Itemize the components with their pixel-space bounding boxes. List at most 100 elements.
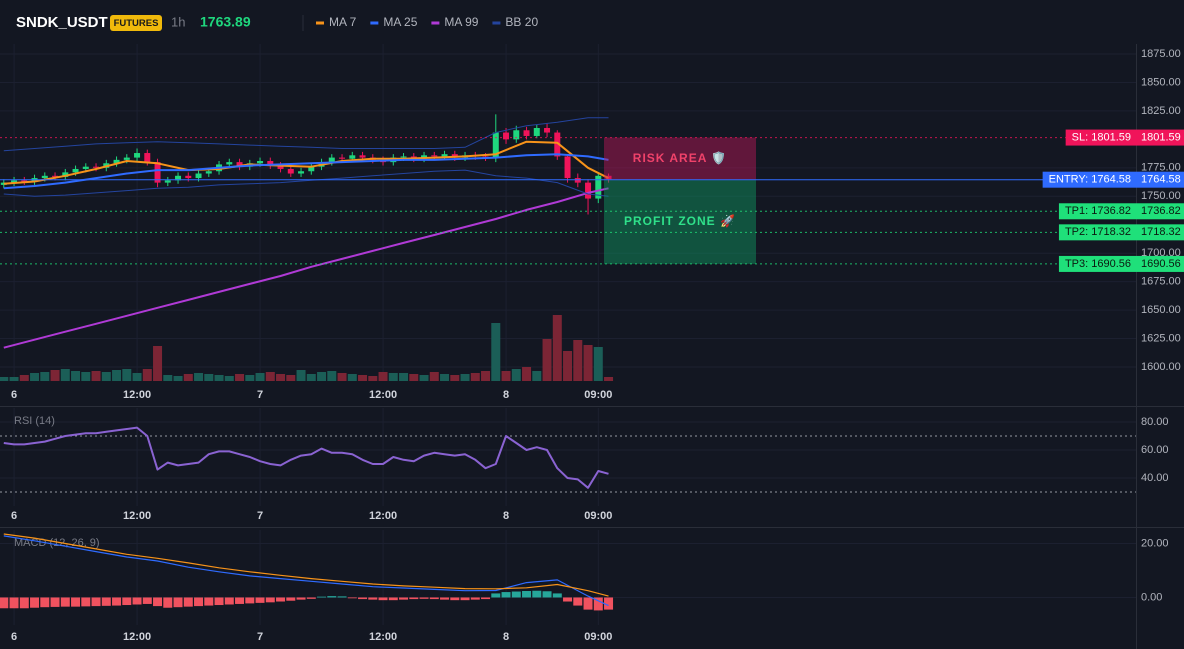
macd-histogram-bar	[60, 597, 70, 607]
volume-bar	[306, 374, 316, 381]
macd-histogram-bar	[347, 597, 357, 599]
macd-histogram-bar	[50, 597, 60, 607]
volume-bar	[296, 370, 306, 381]
macd-histogram-bar	[542, 591, 552, 598]
level-label: TP3: 1690.56	[1065, 258, 1131, 270]
level-label: SL: 1801.59	[1072, 131, 1131, 143]
y-tick-label: 1625.00	[1141, 332, 1181, 344]
macd-histogram-bar	[378, 597, 388, 601]
candle-body	[82, 166, 89, 169]
macd-histogram-bar	[194, 597, 204, 607]
candle-body	[154, 162, 161, 183]
macd-histogram-bar	[522, 590, 532, 598]
ma-line	[3, 153, 609, 190]
level-label-bg	[1058, 224, 1137, 241]
candle-body	[205, 171, 212, 174]
macd-histogram-bar	[19, 597, 29, 609]
y-tick-label: 1850.00	[1141, 76, 1181, 88]
volume-bar	[358, 375, 368, 381]
candle-body	[564, 156, 571, 179]
symbol: SNDK_USDT	[16, 14, 108, 31]
volume-bar	[327, 371, 337, 381]
candle-body	[93, 166, 100, 168]
x-tick-label: 09:00	[584, 510, 612, 522]
candle-body	[574, 178, 581, 183]
macd-histogram-bar	[501, 592, 511, 598]
volume-bar	[368, 376, 378, 381]
level-label: TP1: 1736.82	[1065, 205, 1131, 217]
volume-bar	[173, 376, 183, 381]
macd-histogram-bar	[30, 597, 40, 608]
legend-label: MA 7	[329, 15, 357, 29]
axis-value-bg	[1137, 171, 1184, 188]
volume-bar	[224, 376, 234, 381]
macd-histogram-bar	[81, 597, 91, 607]
candle-body	[226, 162, 233, 165]
candle-body	[277, 165, 284, 169]
volume-bar	[71, 371, 81, 381]
level-label: ENTRY: 1764.58	[1049, 174, 1131, 186]
volume-bar	[491, 323, 501, 381]
volume-bar	[563, 351, 573, 381]
macd-histogram-bar	[163, 597, 173, 608]
volume-bar	[142, 369, 152, 381]
y-tick-label: 1750.00	[1141, 190, 1181, 202]
candle-body	[544, 127, 551, 133]
candle-body	[257, 160, 264, 164]
axis-value-label: 1690.56	[1141, 258, 1181, 270]
y-tick-label: 1875.00	[1141, 48, 1181, 60]
x-tick-label: 12:00	[369, 389, 397, 401]
macd-histogram-bar	[368, 597, 378, 600]
interval: 1h	[171, 14, 185, 29]
badge-bg	[110, 15, 162, 31]
last-price: 1763.89	[200, 14, 251, 30]
volume-bar	[204, 374, 214, 381]
candle-body	[41, 175, 48, 179]
volume-bar	[0, 377, 9, 381]
macd-histogram-bar	[593, 597, 603, 611]
macd-histogram-bar	[450, 597, 460, 601]
x-tick-label: 6	[11, 389, 17, 401]
macd-histogram-bar	[286, 597, 296, 601]
y-tick-label: 1675.00	[1141, 276, 1181, 288]
volume-bar	[122, 369, 132, 381]
macd-histogram-bar	[71, 597, 81, 607]
zone	[604, 137, 756, 180]
candle-body	[72, 168, 79, 173]
y-tick-label: 1825.00	[1141, 105, 1181, 117]
x-tick-label: 8	[503, 510, 509, 522]
axis-value-label: 1718.32	[1141, 226, 1181, 238]
macd-histogram-bar	[255, 597, 265, 603]
volume-bar	[265, 372, 275, 381]
macd-histogram-bar	[481, 597, 491, 600]
volume-bar	[440, 374, 450, 381]
legend-label: MA 25	[383, 15, 417, 29]
macd-histogram-bar	[9, 597, 19, 609]
macd-histogram-bar	[532, 590, 542, 598]
macd-histogram-bar	[388, 597, 398, 601]
volume-bar	[593, 347, 603, 381]
macd-histogram-bar	[460, 597, 470, 601]
panel-title: RSI (14)	[14, 415, 55, 427]
candle-body	[308, 166, 315, 172]
macd-histogram-bar	[122, 597, 132, 606]
macd-line	[3, 535, 609, 607]
y-tick-label: 0.00	[1141, 591, 1162, 603]
macd-histogram-bar	[0, 597, 9, 609]
x-tick-label: 6	[11, 631, 17, 643]
level-label-bg	[1058, 203, 1137, 220]
volume-bar	[101, 372, 111, 381]
macd-histogram-bar	[563, 597, 573, 602]
axis-value-bg	[1137, 255, 1184, 272]
zone-label: RISK AREA 🛡️	[633, 151, 727, 165]
volume-bar	[378, 372, 388, 381]
x-tick-label: 6	[11, 510, 17, 522]
macd-histogram-bar	[132, 597, 142, 605]
volume-bar	[347, 374, 357, 381]
candle-body	[523, 130, 530, 136]
x-tick-label: 12:00	[369, 510, 397, 522]
macd-histogram-bar	[337, 596, 347, 598]
candle-body	[298, 171, 305, 174]
volume-bar	[91, 371, 101, 381]
